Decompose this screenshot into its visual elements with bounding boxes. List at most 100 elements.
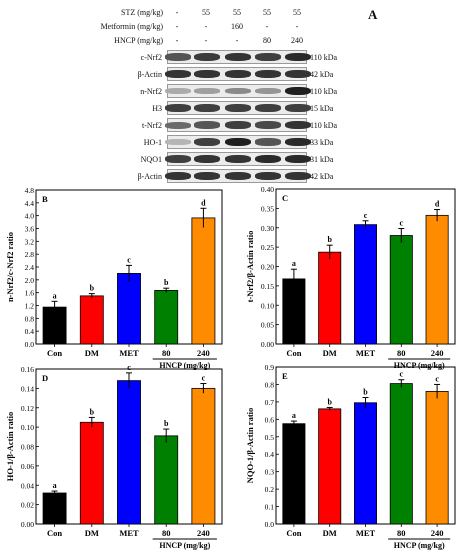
- treatment-value: 55: [233, 8, 241, 17]
- category-label: DM: [323, 528, 337, 538]
- panel-letter: C: [282, 193, 288, 203]
- category-label: MET: [356, 348, 376, 358]
- blot-label: c-Nrf2: [140, 53, 162, 62]
- y-tick-label: 0.12: [21, 404, 34, 413]
- chart-b: 0.0 0.4 0.8 1.2 1.6 2.0 2.4 2.8 3.2 3.6 4.0 4.4 4.8 a…: [5, 186, 223, 370]
- treatment-value: -: [175, 36, 179, 45]
- y-tick-label: 0.1: [265, 503, 275, 512]
- blot-band: [255, 69, 281, 79]
- y-tick-label: 0.8: [265, 380, 275, 389]
- blot-band: [225, 171, 251, 181]
- significance-letter: c: [400, 370, 404, 379]
- y-tick-label: 0.25: [261, 243, 274, 252]
- y-axis-label: NQO-1/β-Actin ratio: [245, 408, 255, 484]
- y-axis-label: t-Nrf2/β-Actin ratio: [245, 231, 255, 303]
- blot-kda: 33 kDa: [310, 138, 334, 147]
- y-tick-label: 0.4: [25, 327, 35, 336]
- treatment-label: STZ (mg/kg): [121, 8, 163, 17]
- blot-kda: 110 kDa: [310, 53, 338, 62]
- blot-band: [255, 53, 281, 61]
- blot-kda: 42 kDa: [310, 70, 334, 79]
- category-label: 80: [162, 348, 171, 358]
- y-tick-label: 0.06: [21, 462, 34, 471]
- y-tick-label: 2.0: [25, 276, 35, 285]
- panel-letter: B: [42, 194, 48, 204]
- bar: [318, 251, 342, 345]
- treatment-label: Metformin (mg/kg): [100, 22, 163, 31]
- bar: [79, 421, 104, 525]
- blot-band: [165, 155, 191, 163]
- significance-letter: c: [202, 374, 206, 383]
- blot-band: [255, 121, 281, 129]
- category-label: Con: [47, 348, 62, 358]
- bar: [154, 435, 179, 525]
- y-tick-label: 0.16: [21, 365, 34, 374]
- significance-letter: a: [53, 481, 57, 490]
- blot-band: [225, 154, 251, 164]
- treatment-value: -: [265, 22, 269, 31]
- blot-band: [255, 171, 281, 181]
- blot-band: [194, 121, 220, 129]
- treatment-value: -: [204, 36, 208, 45]
- significance-letter: d: [201, 198, 206, 207]
- blot-band: [225, 87, 251, 95]
- blot-band: [225, 69, 251, 79]
- y-tick-label: 0.3: [265, 468, 275, 477]
- panel-letter: D: [42, 373, 48, 383]
- significance-letter: c: [435, 374, 439, 383]
- blot-band: [194, 138, 220, 146]
- treatment-value: -: [175, 8, 179, 17]
- bar: [79, 295, 104, 345]
- category-label: 80: [397, 528, 406, 538]
- blot-band: [165, 88, 191, 94]
- blot-band: [165, 121, 191, 129]
- treatment-label: HNCP (mg/kg): [114, 36, 163, 45]
- blot-band: [285, 86, 311, 96]
- y-tick-label: 0.40: [261, 185, 274, 194]
- blot-band: [165, 69, 191, 79]
- blot-band: [194, 171, 220, 181]
- category-label: 240: [197, 348, 210, 358]
- blot-band: [285, 120, 311, 130]
- y-tick-label: 0.7: [265, 398, 275, 407]
- bar: [282, 423, 306, 525]
- treatment-value: 55: [202, 8, 210, 17]
- blot-strip: [165, 169, 311, 183]
- bar: [354, 402, 377, 525]
- significance-letter: c: [127, 255, 131, 264]
- significance-letter: d: [435, 200, 440, 209]
- category-label: MET: [356, 528, 376, 538]
- y-tick-label: 0.14: [21, 384, 34, 393]
- bar: [389, 383, 413, 525]
- y-tick-label: 4.4: [25, 199, 35, 208]
- category-label: DM: [85, 348, 99, 358]
- significance-letter: b: [164, 278, 169, 287]
- significance-letter: c: [400, 219, 404, 228]
- significance-letter: b: [164, 419, 169, 428]
- blot-strip: [165, 67, 311, 81]
- bar: [117, 380, 141, 525]
- category-label: 80: [162, 528, 171, 538]
- blot-kda: 42 kDa: [310, 172, 334, 181]
- y-tick-label: 0.0: [25, 340, 35, 349]
- y-tick-label: 0.10: [261, 301, 274, 310]
- bar: [42, 492, 67, 525]
- blot-strip: [165, 118, 311, 132]
- bar: [389, 235, 413, 345]
- y-tick-label: 0.05: [261, 321, 274, 330]
- y-tick-label: 3.6: [25, 225, 35, 234]
- blot-band: [165, 104, 191, 112]
- blot-band: [225, 121, 251, 129]
- blot-band: [255, 154, 281, 164]
- significance-letter: b: [327, 235, 332, 244]
- y-tick-label: 0.08: [21, 443, 34, 452]
- chart-c: 0.00 0.05 0.10 0.15 0.20 0.25 0.30 0.35 0.40 a Con…: [245, 185, 456, 370]
- blot-band: [194, 69, 220, 79]
- significance-letter: b: [90, 407, 95, 416]
- y-tick-label: 1.2: [25, 302, 35, 311]
- blot-band: [285, 104, 311, 112]
- category-label: MET: [119, 528, 139, 538]
- category-label: Con: [47, 528, 62, 538]
- blot-band: [285, 137, 311, 147]
